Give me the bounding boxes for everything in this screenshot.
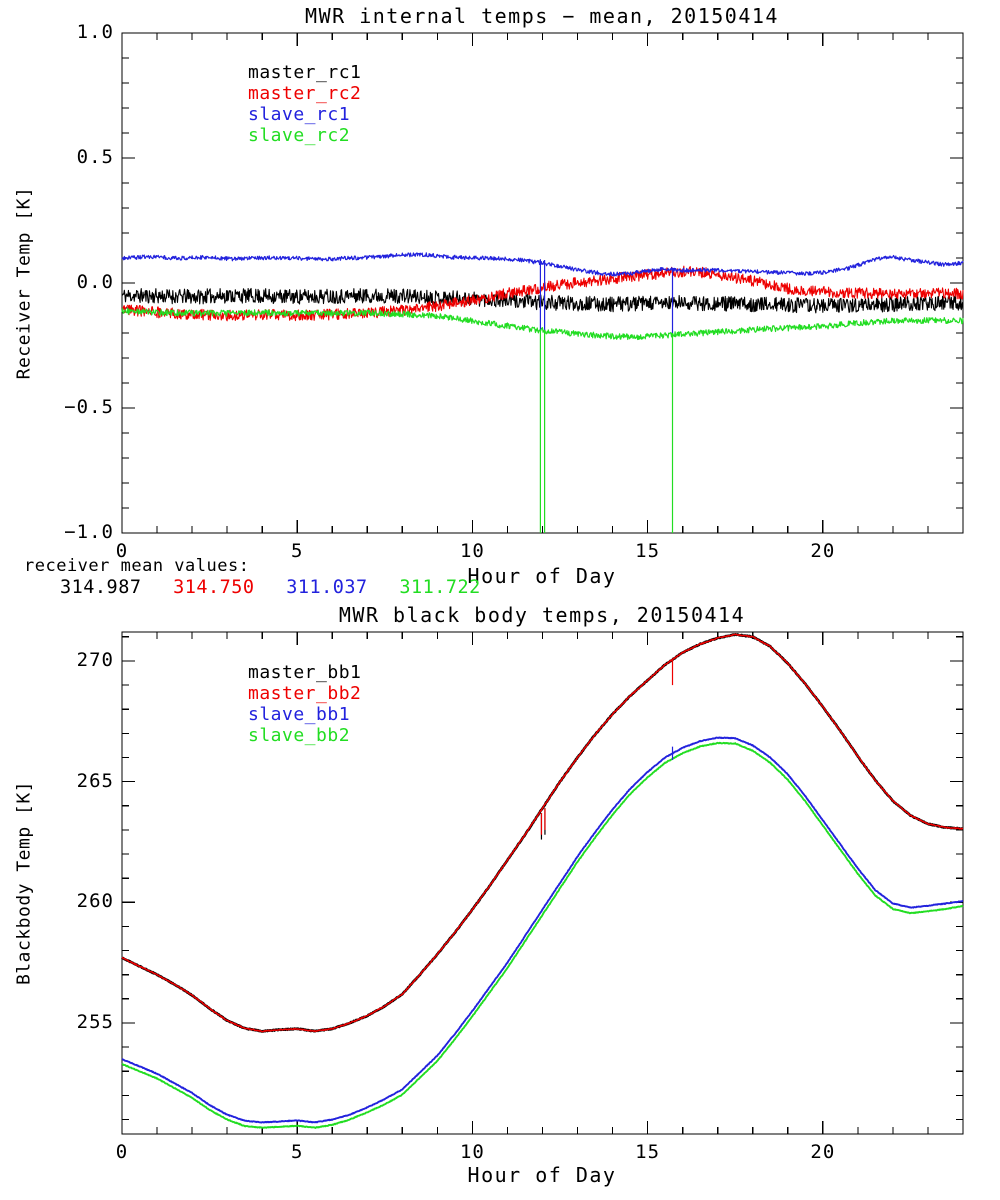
legend-item-slave-rc2: slave_rc2	[248, 125, 351, 146]
top-x-axis-label: Hour of Day	[467, 564, 617, 588]
legend-item-master-bb1: master_bb1	[248, 662, 362, 683]
series-master_bb2	[121, 633, 964, 1033]
series-slave_bb1	[121, 736, 964, 1124]
legend-item-master-rc1: master_rc1	[248, 62, 362, 83]
top-y-axis-label: Receiver Temp [K]	[13, 186, 35, 380]
top-plot-title: MWR internal temps − mean, 20150414	[305, 4, 779, 28]
series-slave_rc2	[121, 307, 964, 341]
x-tick-label: 0	[115, 1141, 129, 1163]
bottom-legend: master_bb1 master_bb2 slave_bb1 slave_bb…	[248, 662, 361, 746]
y-tick-label: 255	[76, 1010, 114, 1033]
y-tick-label: 260	[76, 890, 114, 913]
receiver-mean-caption: receiver mean values:	[24, 556, 250, 576]
series-slave_bb2	[121, 741, 964, 1129]
series-slave_rc1	[121, 252, 964, 277]
legend-item-master-bb2: master_bb2	[248, 683, 362, 704]
series-master_rc1	[121, 287, 964, 314]
legend-item-master-rc2: master_rc2	[248, 83, 362, 104]
y-tick-label: −1.0	[64, 521, 114, 543]
x-tick-label: 15	[635, 540, 661, 562]
bottom-x-axis-label: Hour of Day	[467, 1163, 617, 1187]
x-tick-label: 15	[635, 1141, 661, 1163]
bottom-y-axis-label: Blackbody Temp [K]	[13, 780, 35, 986]
mean-value-master-rc2: 314.750	[173, 577, 255, 598]
x-tick-label: 0	[115, 540, 129, 562]
mean-value-master-rc1: 314.987	[60, 577, 142, 598]
series-master_rc2	[121, 265, 964, 322]
y-tick-label: 0.0	[76, 271, 114, 293]
mean-value-slave-rc2: 311.722	[399, 577, 481, 598]
x-tick-label: 10	[459, 1141, 485, 1163]
receiver-mean-values: 314.987 314.750 311.037 311.722	[60, 577, 501, 598]
y-tick-label: −0.5	[64, 396, 114, 418]
y-tick-label: 270	[76, 648, 114, 671]
legend-item-slave-rc1: slave_rc1	[248, 104, 351, 125]
x-tick-label: 20	[810, 540, 836, 562]
mean-value-slave-rc1: 311.037	[286, 577, 368, 598]
legend-item-slave-bb2: slave_bb2	[248, 725, 351, 746]
y-tick-label: 265	[76, 769, 114, 792]
y-tick-label: 1.0	[76, 21, 114, 43]
top-legend: master_rc1 master_rc2 slave_rc1 slave_rc…	[248, 62, 361, 146]
x-tick-label: 5	[290, 540, 304, 562]
bottom-plot-title: MWR black body temps, 20150414	[338, 603, 746, 627]
y-tick-label: 0.5	[76, 146, 114, 168]
x-tick-label: 10	[459, 540, 485, 562]
x-tick-label: 5	[290, 1141, 304, 1163]
legend-item-slave-bb1: slave_bb1	[248, 704, 351, 725]
x-tick-label: 20	[810, 1141, 836, 1163]
